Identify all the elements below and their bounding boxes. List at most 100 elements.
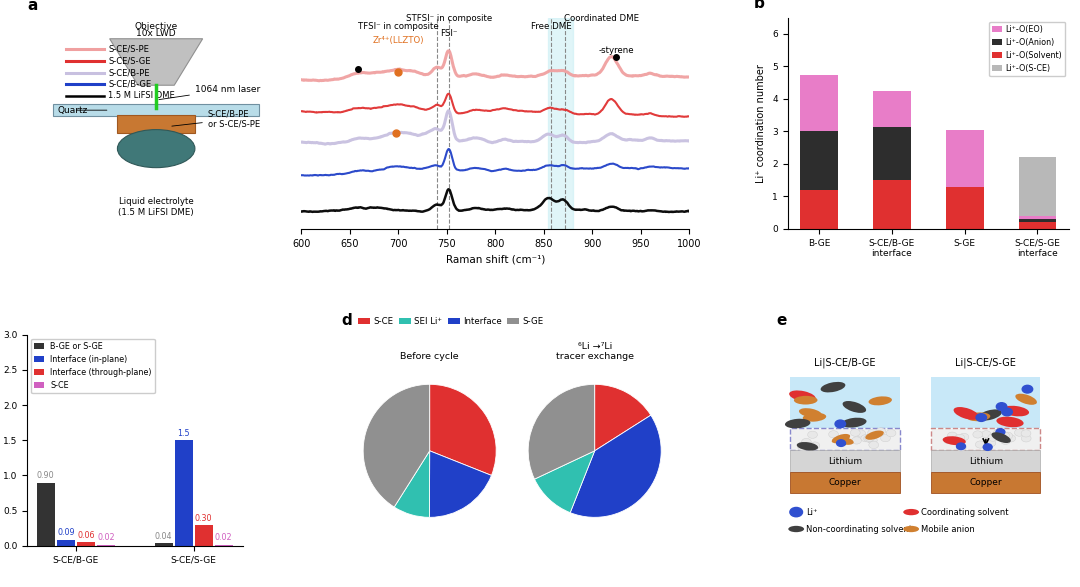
Circle shape	[1000, 437, 1011, 444]
Text: 0.09: 0.09	[57, 528, 75, 538]
Bar	[873, 127, 910, 180]
Text: 0.02: 0.02	[215, 534, 232, 542]
FancyBboxPatch shape	[931, 428, 1040, 450]
Text: d: d	[341, 313, 352, 328]
Bar	[800, 131, 838, 190]
Circle shape	[867, 437, 877, 444]
Ellipse shape	[821, 382, 846, 392]
Ellipse shape	[118, 130, 194, 168]
Circle shape	[1022, 385, 1032, 393]
FancyBboxPatch shape	[791, 450, 900, 473]
Circle shape	[983, 444, 993, 450]
Ellipse shape	[789, 390, 815, 402]
FancyBboxPatch shape	[931, 377, 1040, 428]
Legend: B-GE or S-GE, Interface (in-plane), Interface (through-plane), S-CE: B-GE or S-GE, Interface (in-plane), Inte…	[31, 339, 156, 393]
Bar	[1018, 219, 1056, 222]
Ellipse shape	[868, 396, 892, 406]
Text: a: a	[27, 0, 38, 14]
Text: Non-coordinating solvent: Non-coordinating solvent	[807, 525, 913, 534]
Text: 10x LWD: 10x LWD	[136, 29, 176, 38]
Circle shape	[955, 434, 964, 441]
Circle shape	[997, 403, 1007, 410]
Bar	[175, 440, 192, 546]
Circle shape	[810, 442, 820, 449]
Text: 1064 nm laser: 1064 nm laser	[159, 85, 260, 100]
Text: STFSI⁻ in composite: STFSI⁻ in composite	[406, 14, 491, 23]
Circle shape	[864, 435, 874, 442]
Text: S-CE/S-PE: S-CE/S-PE	[108, 45, 149, 54]
Circle shape	[986, 440, 996, 447]
Text: 0.06: 0.06	[77, 531, 95, 539]
Text: Li|S-CE/S-GE: Li|S-CE/S-GE	[956, 357, 1016, 368]
Circle shape	[1021, 430, 1031, 437]
Circle shape	[996, 429, 1004, 436]
Bar	[215, 545, 232, 546]
Circle shape	[959, 433, 969, 441]
Text: Free DME: Free DME	[531, 22, 571, 31]
Circle shape	[973, 431, 983, 438]
Text: Lithium: Lithium	[969, 457, 1003, 466]
Text: b: b	[754, 0, 765, 11]
Text: 1.5: 1.5	[177, 429, 190, 438]
Text: 0.30: 0.30	[194, 514, 213, 522]
Bar	[37, 483, 55, 546]
Circle shape	[976, 414, 986, 421]
Text: Liquid electrolyte
(1.5 M LiFSI DME): Liquid electrolyte (1.5 M LiFSI DME)	[119, 197, 194, 217]
Text: S-CE/S-GE: S-CE/S-GE	[108, 56, 151, 65]
Bar	[800, 190, 838, 229]
Polygon shape	[110, 39, 203, 85]
Text: FSI⁻: FSI⁻	[440, 29, 458, 38]
Circle shape	[876, 428, 886, 435]
Circle shape	[828, 431, 838, 438]
Bar	[873, 180, 910, 229]
Text: Zr⁴⁺(LLZTO): Zr⁴⁺(LLZTO)	[373, 36, 424, 45]
Circle shape	[1000, 432, 1010, 439]
Bar	[800, 75, 838, 131]
Ellipse shape	[788, 526, 805, 532]
Circle shape	[957, 443, 966, 450]
Circle shape	[880, 434, 890, 442]
Circle shape	[994, 429, 1003, 436]
Ellipse shape	[1002, 406, 1029, 416]
Circle shape	[886, 430, 896, 437]
Circle shape	[947, 432, 957, 439]
Bar	[873, 91, 910, 127]
Bar	[1018, 216, 1056, 219]
Bar	[946, 187, 984, 229]
Circle shape	[852, 437, 862, 444]
Text: 0.04: 0.04	[154, 532, 173, 541]
Circle shape	[837, 440, 846, 446]
Circle shape	[988, 434, 998, 441]
Text: Copper: Copper	[828, 478, 862, 487]
Bar	[1018, 222, 1056, 229]
Ellipse shape	[842, 401, 866, 413]
Circle shape	[838, 435, 848, 442]
Ellipse shape	[794, 396, 818, 404]
Bar	[77, 542, 95, 546]
FancyBboxPatch shape	[791, 428, 900, 450]
Text: Lithium: Lithium	[828, 457, 862, 466]
Ellipse shape	[991, 432, 1011, 443]
Ellipse shape	[997, 417, 1024, 427]
Circle shape	[865, 434, 875, 441]
Text: Mobile anion: Mobile anion	[921, 525, 975, 534]
Ellipse shape	[832, 434, 850, 443]
Ellipse shape	[903, 526, 919, 532]
Text: 1.5 M LiFSI DME: 1.5 M LiFSI DME	[108, 92, 175, 100]
Circle shape	[868, 441, 879, 448]
Ellipse shape	[799, 408, 822, 418]
Circle shape	[1014, 429, 1024, 436]
Circle shape	[855, 430, 866, 437]
Circle shape	[982, 431, 991, 438]
Text: TFSI⁻ in composite: TFSI⁻ in composite	[357, 22, 438, 31]
Text: Li⁺: Li⁺	[807, 508, 818, 517]
Circle shape	[956, 444, 967, 451]
Text: 0.02: 0.02	[97, 534, 114, 542]
Legend: Li⁺-O(EO), Li⁺-O(Anion), Li⁺-O(Solvent), Li⁺-O(S-CE): Li⁺-O(EO), Li⁺-O(Anion), Li⁺-O(Solvent),…	[989, 22, 1065, 76]
Text: Coordinated DME: Coordinated DME	[564, 14, 639, 23]
Text: e: e	[777, 313, 786, 328]
Circle shape	[975, 441, 985, 448]
Ellipse shape	[797, 442, 819, 450]
Bar	[57, 539, 75, 546]
Circle shape	[798, 444, 808, 451]
